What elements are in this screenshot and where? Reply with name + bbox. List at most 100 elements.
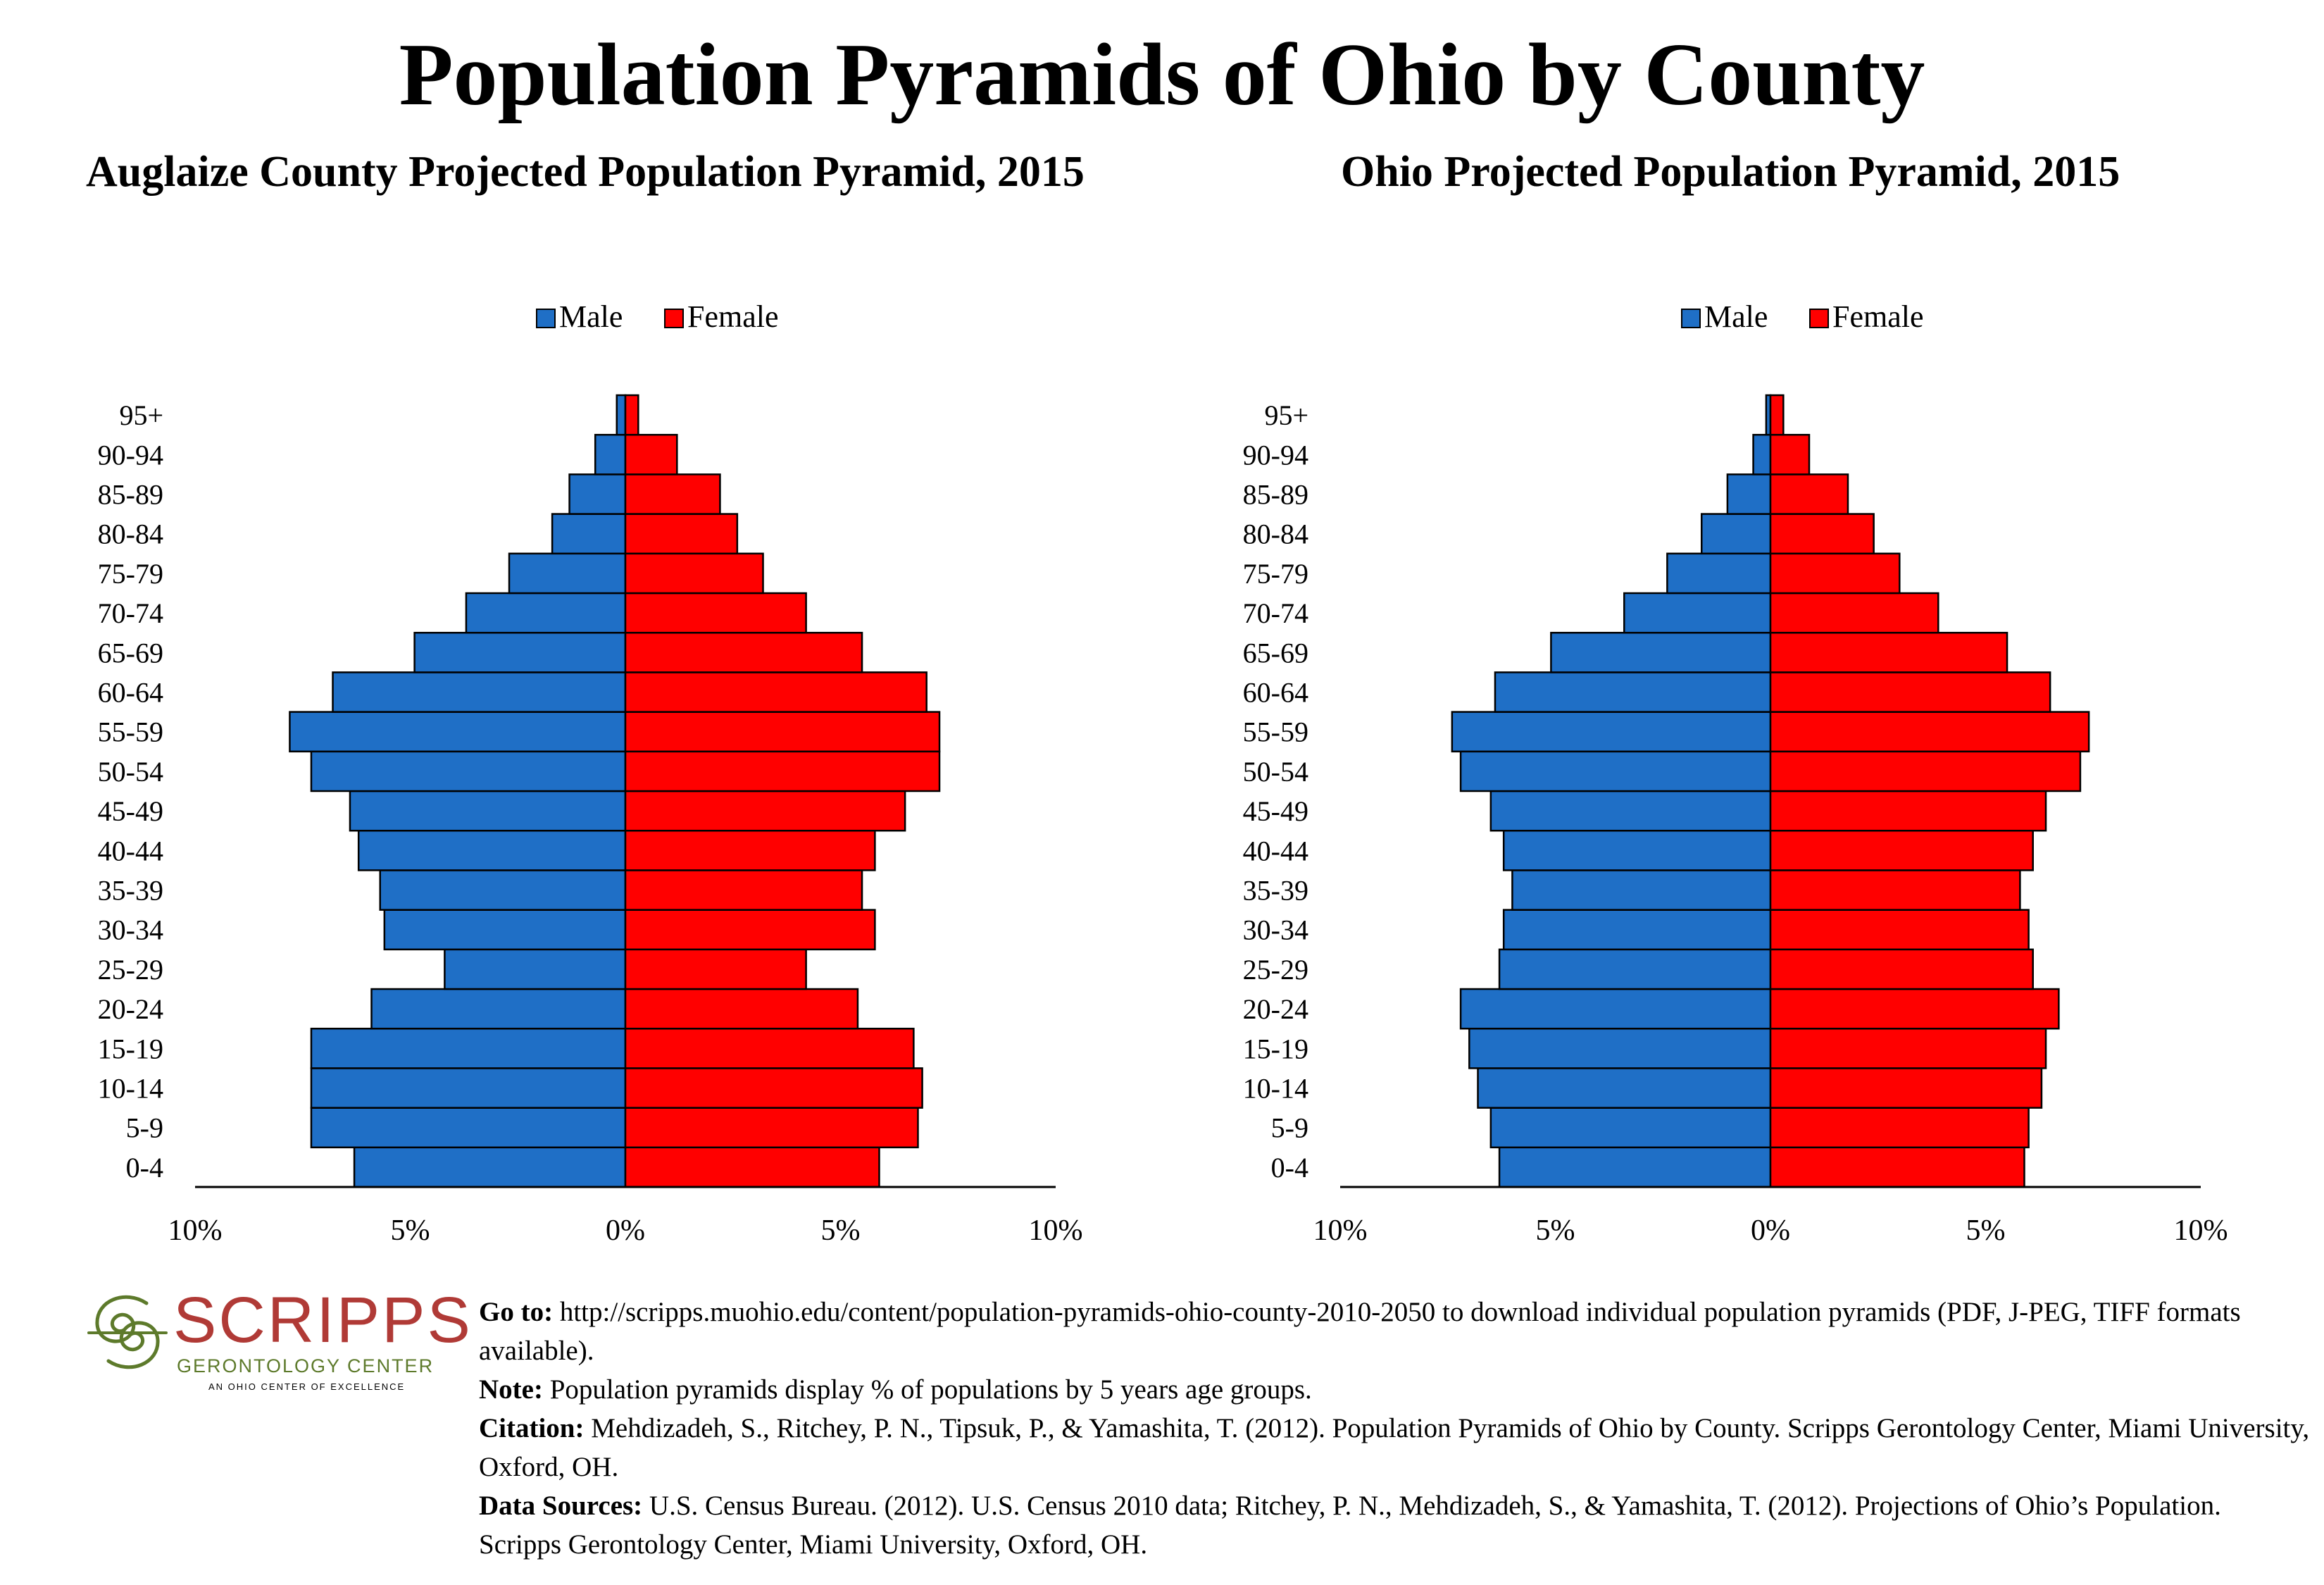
scripps-logo[interactable]: SCRIPPS GERONTOLOGY CENTER AN OHIO CENTE… bbox=[83, 1288, 470, 1393]
bar-male-25-29 bbox=[444, 948, 627, 990]
bar-female-85-89 bbox=[624, 473, 721, 515]
bar-male-45-49 bbox=[349, 790, 627, 832]
bar-female-20-24 bbox=[624, 988, 859, 1030]
bar-female-20-24 bbox=[1769, 988, 2060, 1030]
bar-female-90-94 bbox=[1769, 433, 1811, 476]
bar-male-35-39 bbox=[379, 869, 627, 911]
goto-text[interactable]: http://scripps.muohio.edu/content/popula… bbox=[479, 1297, 2241, 1366]
age-label-40-44: 40-44 bbox=[98, 835, 163, 866]
bar-female-75-79 bbox=[624, 552, 764, 595]
age-label-25-29: 25-29 bbox=[1243, 954, 1308, 986]
age-label-70-74: 70-74 bbox=[1243, 597, 1308, 629]
x-tick-label: 5% bbox=[391, 1214, 430, 1247]
bar-female-55-59 bbox=[1769, 711, 2090, 753]
bar-female-10-14 bbox=[1769, 1067, 2043, 1109]
bar-male-55-59 bbox=[289, 711, 627, 753]
bar-male-80-84 bbox=[551, 513, 627, 555]
legend-swatch-male bbox=[1681, 309, 1701, 328]
bar-male-0-4 bbox=[353, 1146, 627, 1188]
bar-male-45-49 bbox=[1489, 790, 1772, 832]
legend-swatch-male bbox=[536, 309, 556, 328]
bar-male-75-79 bbox=[508, 552, 627, 595]
bar-male-15-19 bbox=[310, 1027, 627, 1069]
bar-female-30-34 bbox=[624, 909, 876, 951]
x-tick-label: 10% bbox=[2174, 1214, 2228, 1247]
sources-text: U.S. Census Bureau. (2012). U.S. Census … bbox=[479, 1491, 2221, 1560]
age-label-50-54: 50-54 bbox=[1243, 756, 1308, 788]
age-label-75-79: 75-79 bbox=[1243, 558, 1308, 590]
bar-male-70-74 bbox=[1623, 592, 1772, 634]
age-label-0-4: 0-4 bbox=[126, 1152, 163, 1183]
bar-female-55-59 bbox=[624, 711, 941, 753]
pyramid-chart-ohio: Male Female 0-4 5-9 10-14 15-19 20-24 25-29 30-3… bbox=[1243, 299, 2228, 1247]
bar-female-95+ bbox=[1769, 394, 1785, 436]
bar-male-85-89 bbox=[1726, 473, 1772, 515]
age-label-5-9: 5-9 bbox=[126, 1112, 163, 1144]
bar-male-5-9 bbox=[1489, 1107, 1772, 1149]
age-label-15-19: 15-19 bbox=[1243, 1033, 1308, 1064]
sources-note: Data Sources: U.S. Census Bureau. (2012)… bbox=[479, 1486, 2310, 1564]
bar-male-95+ bbox=[616, 394, 627, 436]
bar-female-5-9 bbox=[624, 1107, 919, 1149]
bar-female-70-74 bbox=[1769, 592, 1939, 634]
age-label-60-64: 60-64 bbox=[98, 677, 163, 709]
logo-tagline: AN OHIO CENTER OF EXCELLENCE bbox=[208, 1381, 406, 1392]
bar-male-60-64 bbox=[1494, 671, 1772, 713]
bar-female-65-69 bbox=[624, 631, 863, 673]
bar-female-50-54 bbox=[1769, 750, 2082, 792]
bar-male-40-44 bbox=[357, 829, 627, 871]
bar-female-25-29 bbox=[624, 948, 807, 990]
age-label-15-19: 15-19 bbox=[98, 1033, 163, 1064]
age-label-85-89: 85-89 bbox=[1243, 479, 1308, 511]
age-label-65-69: 65-69 bbox=[1243, 637, 1308, 669]
age-label-30-34: 30-34 bbox=[1243, 914, 1308, 946]
legend: Male Female bbox=[536, 299, 779, 334]
legend-swatch-female bbox=[664, 309, 684, 328]
bar-female-80-84 bbox=[1769, 513, 1875, 555]
x-tick-label: 10% bbox=[168, 1214, 223, 1247]
age-label-45-49: 45-49 bbox=[1243, 795, 1308, 827]
logo-subtitle: GERONTOLOGY CENTER bbox=[177, 1355, 435, 1376]
age-label-90-94: 90-94 bbox=[98, 439, 163, 471]
legend-label-female: Female bbox=[1832, 299, 1924, 334]
bar-female-90-94 bbox=[624, 433, 678, 476]
age-label-50-54: 50-54 bbox=[98, 756, 163, 788]
age-label-35-39: 35-39 bbox=[1243, 875, 1308, 907]
bar-male-30-34 bbox=[383, 909, 627, 951]
bar-female-35-39 bbox=[1769, 869, 2021, 911]
bar-male-40-44 bbox=[1502, 829, 1772, 871]
note-text: Population pyramids display % of populat… bbox=[542, 1374, 1312, 1405]
age-label-55-59: 55-59 bbox=[98, 716, 163, 748]
scripps-swirl-icon bbox=[87, 1295, 168, 1369]
bar-female-40-44 bbox=[1769, 829, 2034, 871]
bar-male-70-74 bbox=[465, 592, 627, 634]
bar-male-90-94 bbox=[594, 433, 627, 476]
x-tick-label: 10% bbox=[1313, 1214, 1368, 1247]
x-tick-label: 5% bbox=[821, 1214, 861, 1247]
bar-female-60-64 bbox=[624, 671, 927, 713]
population-note: Note: Population pyramids display % of p… bbox=[479, 1370, 2310, 1409]
age-label-95+: 95+ bbox=[119, 399, 163, 431]
age-label-10-14: 10-14 bbox=[1243, 1073, 1308, 1105]
age-label-60-64: 60-64 bbox=[1243, 677, 1308, 709]
bar-male-65-69 bbox=[413, 631, 627, 673]
legend-label-male: Male bbox=[559, 299, 623, 334]
age-label-55-59: 55-59 bbox=[1243, 716, 1308, 748]
age-label-35-39: 35-39 bbox=[98, 875, 163, 907]
bar-male-0-4 bbox=[1498, 1146, 1772, 1188]
legend-swatch-female bbox=[1809, 309, 1829, 328]
bar-male-60-64 bbox=[332, 671, 627, 713]
bar-female-70-74 bbox=[624, 592, 807, 634]
age-label-95+: 95+ bbox=[1264, 399, 1308, 431]
bar-male-65-69 bbox=[1550, 631, 1772, 673]
x-tick-label: 0% bbox=[606, 1214, 645, 1247]
bar-female-85-89 bbox=[1769, 473, 1849, 515]
note-label: Note: bbox=[479, 1374, 543, 1405]
bar-female-75-79 bbox=[1769, 552, 1901, 595]
bar-male-5-9 bbox=[310, 1107, 627, 1149]
bar-male-20-24 bbox=[1459, 988, 1772, 1030]
age-label-20-24: 20-24 bbox=[1243, 993, 1308, 1025]
main-title: Population Pyramids of Ohio by County bbox=[399, 26, 1925, 124]
age-label-40-44: 40-44 bbox=[1243, 835, 1308, 866]
bar-male-35-39 bbox=[1511, 869, 1772, 911]
